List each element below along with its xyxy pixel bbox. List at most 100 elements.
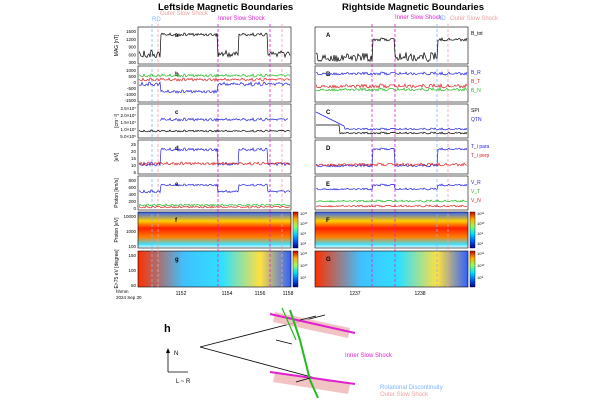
left-ytick: 2.0×10⁷	[120, 113, 136, 118]
left-ytick: 600	[128, 52, 136, 57]
left-ytick: 200	[128, 199, 136, 204]
colorbar-tick-g: 10¹⁰	[300, 263, 308, 268]
right-legend-QTN: QTN	[471, 117, 482, 123]
right-trace-c-black	[316, 124, 468, 135]
right-xtick: 1237	[349, 291, 360, 297]
flow-arrow-2	[295, 377, 311, 383]
left-trace-e-red	[138, 205, 291, 209]
left-ytick: 1000	[126, 68, 137, 73]
left-colorbar-g	[292, 250, 299, 288]
left-ytick: 10	[131, 163, 137, 168]
right-legend-SPI: SPI	[471, 108, 479, 114]
left-ytick: 500	[128, 74, 136, 79]
right-panel-letter-D: D	[326, 146, 331, 152]
left-panel-b-frame	[137, 65, 292, 103]
right-inner-label: Inner Slow Shock	[395, 15, 443, 21]
left-ytick: 600	[128, 185, 136, 190]
left-ylabel: Proton [eV]	[114, 217, 120, 243]
left-trace-d-red	[138, 161, 291, 166]
right-spectrogram-f	[314, 211, 469, 249]
green-field-line	[289, 309, 319, 399]
left-ytick: 0	[133, 206, 136, 211]
right-legend-V_T: V_T	[471, 189, 480, 195]
colorbar-tick-g: 10⁹	[300, 275, 306, 280]
left-ytick: 150	[128, 253, 136, 258]
left-panel-letter-a: a	[175, 33, 179, 39]
x-axis-label-hhmm: hhmm	[116, 289, 129, 294]
left-panel-letter-g: g	[175, 257, 179, 263]
flow-arrow-1	[275, 339, 293, 345]
right-legend-B_tot: B_tot	[471, 31, 483, 37]
right-trace-e-red	[315, 204, 468, 208]
left-ylabel: Proton [km/s]	[114, 178, 120, 208]
left-panel-a-frame	[137, 26, 292, 65]
diagram-rd-label: Rotational Discontinuity	[380, 385, 443, 391]
left-ytick: 400	[128, 192, 136, 197]
left-ylabel: [eV]	[114, 152, 120, 162]
left-ylabel: E>75 eV [degree]	[114, 249, 120, 289]
right-colorbar-f	[469, 211, 476, 249]
left-ytick: 5.0×10⁶	[120, 134, 136, 139]
colorbar-tick-f-right: 10¹⁰	[477, 221, 485, 226]
left-spectrogram-g	[137, 250, 292, 288]
left-ytick: -500	[127, 86, 137, 91]
right-panel-a-frame	[314, 26, 469, 65]
left-panel-letter-f: f	[175, 218, 178, 224]
left-ytick: 1500	[126, 29, 137, 34]
colorbar-tick-f: 10⁸	[300, 241, 306, 246]
colorbar-tick-f: 10⁹	[300, 231, 306, 236]
colorbar-tick-f-right: 10⁸	[477, 241, 483, 246]
diagram-letter: h	[164, 323, 171, 335]
left-panel-c-frame	[137, 103, 292, 139]
left-ytick: 1000	[126, 229, 137, 234]
left-trace-c-black	[138, 129, 291, 133]
right-spectrogram-g	[314, 250, 469, 288]
colorbar-tick-g-right: 10⁹	[477, 275, 483, 280]
left-rd-label: RD	[152, 17, 161, 23]
left-ytick: 25	[131, 142, 137, 147]
right-trace-b-red	[315, 82, 468, 89]
colorbar-tick-f: 10¹¹	[300, 211, 308, 216]
right-panel-letter-B: B	[326, 72, 331, 78]
left-trace-b-green	[138, 73, 291, 78]
left-ytick: 20	[131, 149, 137, 154]
right-title: Rightside Magnetic Boundaries	[342, 2, 484, 13]
colorbar-tick-f-right: 10¹¹	[477, 211, 485, 216]
colorbar-tick-g-right: 10¹¹	[477, 251, 485, 256]
left-trace-e-blue	[138, 183, 291, 194]
right-panel-letter-G: G	[326, 257, 331, 263]
flow-arrow-3	[299, 315, 317, 321]
left-inner-label: Inner Slow Shock	[218, 16, 266, 22]
right-legend-B_T: B_T	[471, 79, 480, 85]
left-ylabel: MAG [nT]	[114, 34, 120, 56]
right-legend-V_R: V_R	[471, 180, 481, 186]
right-panel-e-frame	[314, 175, 469, 211]
right-outer-label: Outer Slow Shock	[450, 16, 499, 22]
right-trace-b-blue	[315, 71, 468, 76]
right-panel-letter-C: C	[326, 110, 331, 116]
left-trace-c-blue	[159, 117, 289, 122]
right-rd-label: RD	[437, 16, 446, 22]
left-trace-b-blue	[139, 81, 291, 94]
left-spectrogram-f	[137, 211, 292, 249]
left-ytick: 100	[128, 244, 136, 249]
left-ytick: 800	[128, 178, 136, 183]
axis-label: L ~ R	[176, 379, 191, 385]
left-ytick: 1.5×10⁷	[120, 120, 136, 125]
left-ytick: 2.5×10⁷	[120, 106, 136, 111]
right-panel-c-frame	[314, 103, 469, 139]
left-xtick: 1152	[176, 291, 187, 297]
diagram-h: h N L ~ R Inner Slow Shock Rotational Di…	[164, 307, 443, 399]
left-ytick: 300	[128, 60, 136, 65]
colorbar-tick-g: 10¹¹	[300, 251, 308, 256]
right-trace-e-blue	[315, 183, 468, 191]
colorbar-tick-f: 10¹⁰	[300, 221, 308, 226]
left-trace-d-blue	[138, 147, 291, 167]
right-trace-a	[315, 37, 468, 63]
left-xtick: 1156	[255, 291, 266, 297]
right-legend-B_R: B_R	[471, 70, 481, 76]
right-legend-T_i-perp: T_i perp	[471, 153, 490, 159]
colorbar-tick-f-right: 10⁹	[477, 231, 483, 236]
right-panel-letter-E: E	[326, 182, 330, 188]
right-legend-T_i-para: T_i para	[471, 144, 490, 150]
